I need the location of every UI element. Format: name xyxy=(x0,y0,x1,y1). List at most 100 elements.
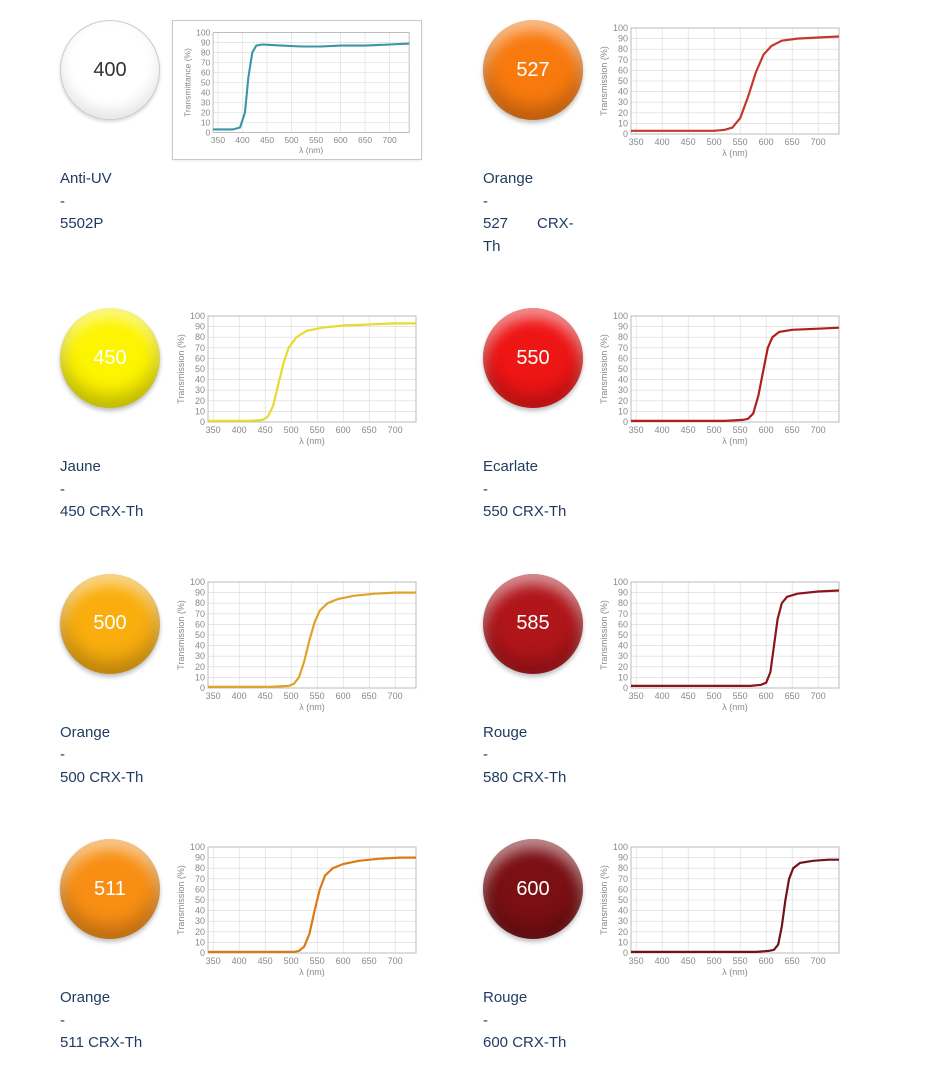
chart-container: 0102030405060708090100350400450500550600… xyxy=(172,839,422,979)
y-tick-label: 20 xyxy=(618,396,628,406)
x-tick-label: 600 xyxy=(336,425,351,435)
y-tick-label: 90 xyxy=(195,853,205,863)
x-tick-label: 450 xyxy=(258,425,273,435)
x-tick-label: 650 xyxy=(362,691,377,701)
x-tick-label: 500 xyxy=(707,137,722,147)
y-axis-label: Transmission (%) xyxy=(599,865,609,935)
y-tick-label: 60 xyxy=(618,619,628,629)
filter-label: Rouge-580 CRX-Th xyxy=(483,722,876,790)
y-tick-label: 30 xyxy=(195,385,205,395)
filter-code: 5502P xyxy=(60,215,103,232)
separator: - xyxy=(60,479,453,502)
x-tick-label: 600 xyxy=(759,137,774,147)
separator: - xyxy=(60,191,453,214)
y-tick-label: 70 xyxy=(618,55,628,65)
x-tick-label: 450 xyxy=(681,691,696,701)
y-tick-label: 20 xyxy=(618,661,628,671)
y-tick-label: 70 xyxy=(201,57,211,67)
filter-cell: 4500102030405060708090100350400450500550… xyxy=(60,308,453,524)
separator: - xyxy=(483,479,876,502)
y-tick-label: 50 xyxy=(201,77,211,87)
x-tick-label: 700 xyxy=(388,425,403,435)
y-tick-label: 0 xyxy=(623,948,628,958)
x-axis-label: λ (nm) xyxy=(722,148,748,158)
y-tick-label: 30 xyxy=(618,385,628,395)
y-axis-label: Transmission (%) xyxy=(176,865,186,935)
swatch-number: 400 xyxy=(93,59,126,82)
y-tick-label: 40 xyxy=(195,906,205,916)
y-tick-label: 70 xyxy=(618,608,628,618)
x-tick-label: 450 xyxy=(681,425,696,435)
x-tick-label: 500 xyxy=(284,425,299,435)
x-tick-label: 550 xyxy=(310,425,325,435)
y-tick-label: 50 xyxy=(618,76,628,86)
x-tick-label: 600 xyxy=(336,691,351,701)
x-tick-label: 450 xyxy=(258,956,273,966)
x-tick-label: 650 xyxy=(358,135,372,145)
x-tick-label: 700 xyxy=(811,691,826,701)
x-tick-label: 600 xyxy=(759,956,774,966)
y-tick-label: 80 xyxy=(618,863,628,873)
y-tick-label: 40 xyxy=(201,87,211,97)
x-tick-label: 400 xyxy=(655,137,670,147)
x-tick-label: 600 xyxy=(336,956,351,966)
y-tick-label: 100 xyxy=(196,27,210,37)
x-tick-label: 450 xyxy=(681,137,696,147)
x-tick-label: 450 xyxy=(681,956,696,966)
y-tick-label: 40 xyxy=(618,906,628,916)
y-tick-label: 30 xyxy=(618,916,628,926)
y-tick-label: 100 xyxy=(190,311,205,321)
y-tick-label: 80 xyxy=(195,332,205,342)
swatch-number: 550 xyxy=(516,347,549,370)
x-tick-label: 600 xyxy=(759,425,774,435)
x-tick-label: 500 xyxy=(284,691,299,701)
filter-code: 580 CRX-Th xyxy=(483,769,566,786)
y-tick-label: 30 xyxy=(618,651,628,661)
y-tick-label: 100 xyxy=(613,23,628,33)
chart-container: 0102030405060708090100350400450500550600… xyxy=(172,308,422,448)
x-tick-label: 650 xyxy=(362,425,377,435)
transmission-chart: 0102030405060708090100350400450500550600… xyxy=(595,839,845,979)
x-tick-label: 400 xyxy=(232,956,247,966)
chart-container: 0102030405060708090100350400450500550600… xyxy=(172,20,422,160)
y-tick-label: 60 xyxy=(201,67,211,77)
chart-container: 0102030405060708090100350400450500550600… xyxy=(595,308,845,448)
x-tick-label: 450 xyxy=(260,135,274,145)
x-tick-label: 400 xyxy=(232,425,247,435)
separator: - xyxy=(60,1010,453,1033)
y-tick-label: 90 xyxy=(618,587,628,597)
x-tick-label: 700 xyxy=(388,691,403,701)
y-tick-label: 0 xyxy=(623,683,628,693)
y-tick-label: 50 xyxy=(195,364,205,374)
filter-cell: 5500102030405060708090100350400450500550… xyxy=(483,308,876,524)
transmission-chart: 0102030405060708090100350400450500550600… xyxy=(595,20,845,160)
y-tick-label: 90 xyxy=(618,322,628,332)
x-tick-label: 550 xyxy=(309,135,323,145)
x-tick-label: 700 xyxy=(388,956,403,966)
x-tick-label: 700 xyxy=(811,956,826,966)
x-tick-label: 500 xyxy=(284,135,298,145)
y-tick-label: 90 xyxy=(201,37,211,47)
color-swatch: 400 xyxy=(60,20,160,120)
filter-label: Orange-527 ThCRX- xyxy=(483,168,876,258)
x-tick-label: 700 xyxy=(811,425,826,435)
filter-code: 500 CRX-Th xyxy=(60,769,143,786)
filter-label: Orange-500 CRX-Th xyxy=(60,722,453,790)
x-tick-label: 500 xyxy=(707,425,722,435)
y-tick-label: 50 xyxy=(618,630,628,640)
y-tick-label: 40 xyxy=(195,375,205,385)
y-tick-label: 50 xyxy=(195,895,205,905)
filter-cell: 4000102030405060708090100350400450500550… xyxy=(60,20,453,258)
y-tick-label: 50 xyxy=(195,630,205,640)
x-tick-label: 350 xyxy=(629,137,644,147)
y-tick-label: 10 xyxy=(195,937,205,947)
color-swatch: 600 xyxy=(483,839,583,939)
y-tick-label: 30 xyxy=(201,97,211,107)
y-tick-label: 10 xyxy=(618,118,628,128)
y-tick-label: 90 xyxy=(618,34,628,44)
x-tick-label: 650 xyxy=(785,956,800,966)
x-tick-label: 700 xyxy=(811,137,826,147)
transmission-chart: 0102030405060708090100350400450500550600… xyxy=(595,574,845,714)
filter-name: Orange xyxy=(60,989,110,1006)
y-tick-label: 0 xyxy=(200,417,205,427)
